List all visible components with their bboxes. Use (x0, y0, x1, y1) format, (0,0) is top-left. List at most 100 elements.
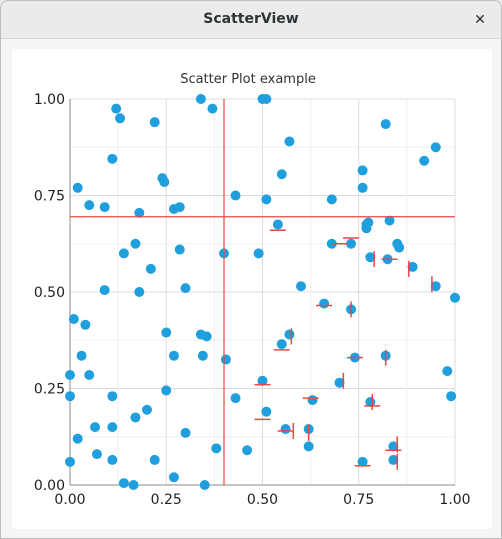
scatter-point (168, 472, 179, 483)
scatter-point (134, 287, 145, 297)
scatter-point (130, 412, 141, 423)
scatter-point (115, 113, 126, 124)
scatter-point (419, 155, 430, 166)
scatter-point (276, 169, 287, 180)
title-bar: ScatterView ✕ (1, 1, 501, 39)
scatter-point (161, 327, 172, 338)
scatter-point (284, 329, 295, 340)
scatter-point (388, 441, 399, 452)
close-icon[interactable]: ✕ (474, 12, 486, 28)
scatter-point (363, 217, 374, 228)
scatter-point (197, 350, 208, 361)
scatter-point (394, 242, 405, 253)
scatter-chart[interactable]: Scatter Plot example 0.00 0.25 0.50 0.75 1.0… (12, 49, 492, 529)
scatter-point (261, 94, 272, 104)
scatter-point (365, 252, 376, 263)
scatter-point (84, 200, 95, 211)
scatter-point (261, 406, 272, 417)
scatter-point (149, 117, 160, 128)
scatter-point (107, 391, 118, 402)
scatter-point (388, 454, 399, 465)
scatter-point (357, 165, 368, 176)
scatter-point (180, 427, 191, 438)
scatter-point (174, 202, 185, 213)
data-points (65, 94, 460, 490)
scatter-point (180, 283, 191, 294)
scatter-point (130, 238, 141, 249)
scatter-point (149, 454, 160, 465)
scatter-point (65, 456, 75, 467)
x-tick-label: 0.50 (247, 492, 278, 508)
scatter-point (111, 103, 122, 114)
scatter-point (65, 369, 75, 380)
scatter-point (430, 281, 441, 292)
scatter-point (118, 478, 129, 489)
scatter-point (319, 298, 330, 309)
scatter-point (76, 350, 87, 361)
scatter-point (242, 445, 253, 456)
scatter-point (168, 350, 179, 361)
scatter-point (211, 443, 222, 454)
scatter-point (220, 354, 231, 365)
scatter-point (384, 215, 395, 226)
scatter-point (272, 219, 283, 230)
y-tick-label: 1.00 (34, 92, 65, 108)
crosshair (70, 99, 455, 485)
x-tick-label: 1.00 (439, 492, 470, 508)
chart-panel: Scatter Plot example 0.00 0.25 0.50 0.75 1.0… (12, 49, 492, 529)
scatter-point (174, 244, 185, 255)
scatter-point (128, 480, 139, 490)
scatter-point (99, 285, 110, 296)
scatter-point (195, 94, 206, 104)
scatter-point (84, 369, 95, 380)
scatter-point (346, 238, 357, 249)
scatter-point (207, 103, 218, 114)
chart-title: Scatter Plot example (180, 72, 316, 87)
scatter-point (284, 136, 295, 147)
scatter-point (334, 377, 345, 388)
scatter-point (90, 422, 101, 433)
scatter-point (442, 366, 453, 377)
scatter-point (107, 422, 118, 433)
scatter-point (65, 391, 75, 402)
scatter-point (446, 391, 457, 402)
scatter-point (72, 433, 83, 444)
y-tick-label: 0.25 (34, 382, 65, 398)
y-tick-label: 0.00 (34, 478, 65, 494)
scatter-point (326, 194, 337, 205)
scatter-point (280, 424, 291, 435)
scatter-point (357, 182, 368, 193)
scatter-point (107, 153, 118, 164)
window-title: ScatterView (203, 11, 299, 27)
scatter-point (91, 449, 102, 460)
x-tick-label: 0.00 (54, 492, 85, 508)
scatter-point (80, 319, 91, 330)
scatter-point (159, 176, 170, 187)
y-tick-label: 0.50 (34, 285, 65, 301)
scatter-point (161, 385, 172, 396)
scatter-point (450, 292, 460, 303)
x-tick-label: 0.75 (343, 492, 374, 508)
scatter-point (307, 395, 318, 406)
error-marks (254, 229, 433, 470)
scatter-point (107, 454, 118, 465)
scatter-point (142, 404, 152, 415)
scatter-point (261, 194, 272, 205)
scatter-point (253, 248, 264, 259)
scatter-point (357, 456, 368, 467)
scatter-point (99, 202, 110, 213)
scatter-point (118, 248, 129, 259)
tick-labels: 0.00 0.25 0.50 0.75 1.00 0.00 0.25 0.50 0.75 1.00 (34, 92, 471, 508)
x-tick-label: 0.25 (151, 492, 182, 508)
scatter-point (303, 441, 314, 452)
scatter-point (145, 263, 156, 274)
scatter-point (380, 119, 391, 130)
scatter-point (296, 281, 306, 292)
scatter-point (201, 331, 212, 342)
scatter-point (230, 190, 241, 201)
scatter-point (134, 207, 145, 218)
scatter-point (68, 314, 79, 325)
grid-lines (69, 98, 456, 486)
scatter-point (199, 480, 210, 490)
